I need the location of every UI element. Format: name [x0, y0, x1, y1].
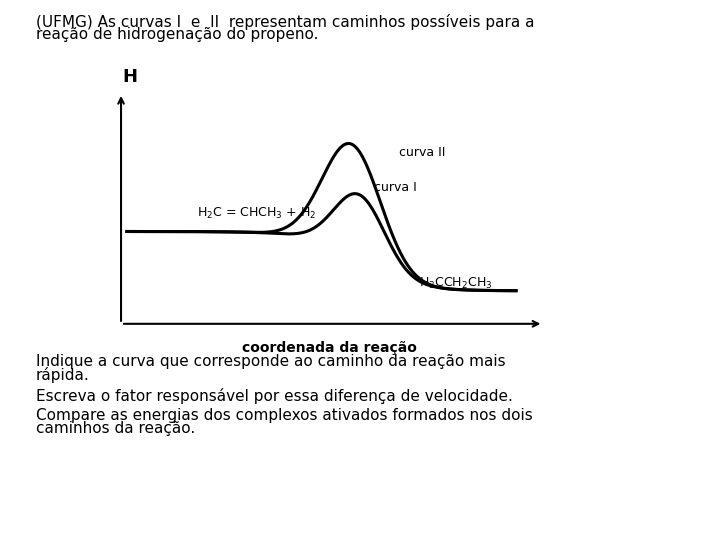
Text: caminhos da reação.: caminhos da reação. [36, 421, 195, 436]
Text: curva I: curva I [374, 181, 417, 194]
Text: Compare as energias dos complexos ativados formados nos dois: Compare as energias dos complexos ativad… [36, 408, 533, 423]
Text: H: H [122, 69, 138, 86]
Text: (UFMG) As curvas I  e  II  representam caminhos possíveis para a: (UFMG) As curvas I e II representam cami… [36, 14, 534, 30]
Text: Indique a curva que corresponde ao caminho da reação mais: Indique a curva que corresponde ao camin… [36, 354, 505, 369]
Text: coordenada da reação: coordenada da reação [242, 341, 417, 355]
Text: curva II: curva II [400, 146, 446, 159]
Text: Escreva o fator responsável por essa diferença de velocidade.: Escreva o fator responsável por essa dif… [36, 388, 513, 404]
Text: H$_2$C = CHCH$_3$ + H$_2$: H$_2$C = CHCH$_3$ + H$_2$ [197, 206, 316, 221]
Text: H$_3$CCH$_2$CH$_3$: H$_3$CCH$_2$CH$_3$ [419, 275, 492, 291]
Text: rápida.: rápida. [36, 367, 90, 383]
Text: reação de hidrogenação do propeno.: reação de hidrogenação do propeno. [36, 27, 318, 42]
